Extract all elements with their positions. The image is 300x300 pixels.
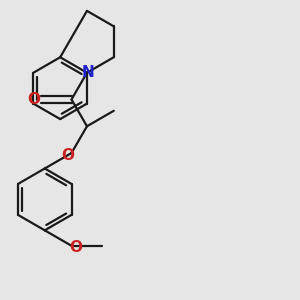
Text: N: N	[82, 65, 95, 80]
Text: O: O	[69, 240, 82, 255]
Text: O: O	[28, 92, 40, 107]
Text: O: O	[61, 148, 74, 164]
